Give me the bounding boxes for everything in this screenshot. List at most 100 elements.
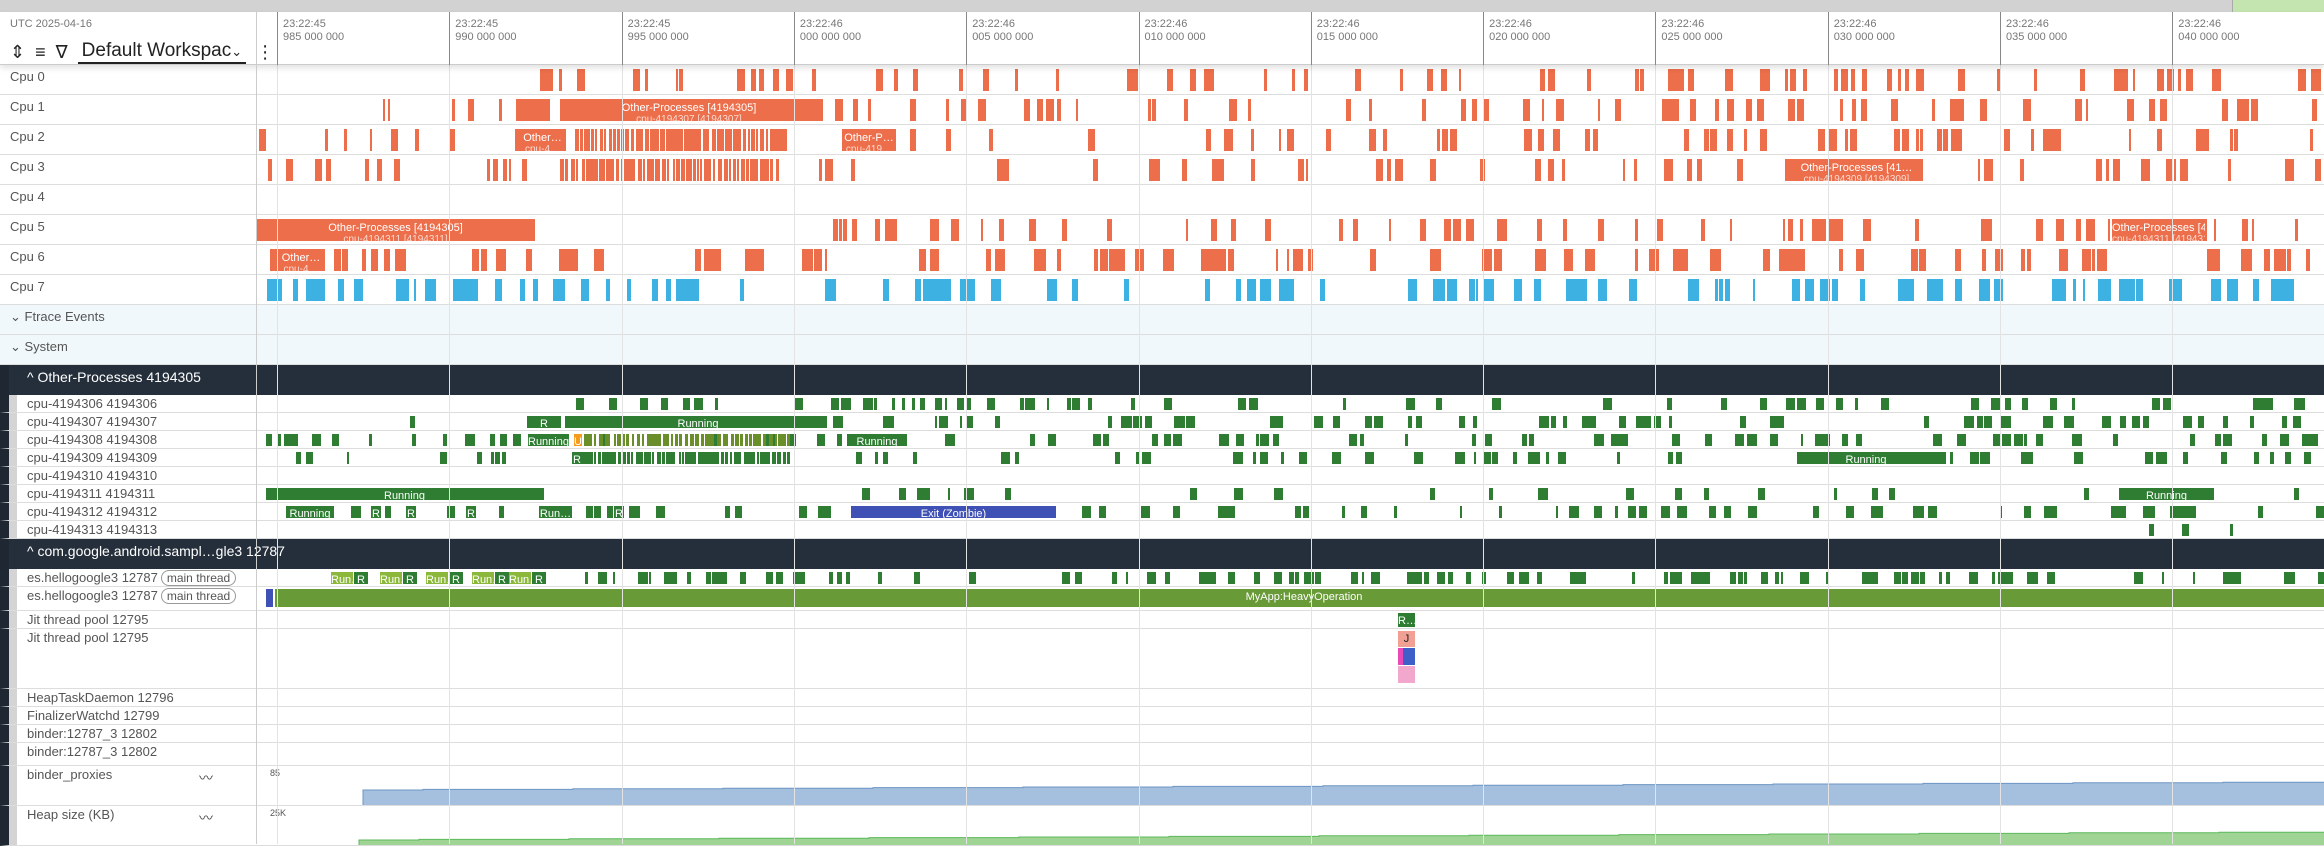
slice[interactable] <box>1273 434 1279 446</box>
slice[interactable] <box>942 279 951 301</box>
slice[interactable] <box>588 434 592 446</box>
slice[interactable] <box>2316 506 2324 518</box>
slice[interactable] <box>616 159 619 181</box>
slice[interactable] <box>670 572 678 584</box>
slice[interactable] <box>2106 159 2109 181</box>
slice[interactable] <box>757 452 759 464</box>
slice[interactable] <box>717 434 721 446</box>
slice[interactable] <box>1370 249 1377 271</box>
slice[interactable] <box>1141 506 1151 518</box>
slice[interactable] <box>594 506 600 518</box>
slice[interactable] <box>679 69 683 91</box>
slice[interactable] <box>1082 506 1091 518</box>
slice[interactable] <box>1562 159 1565 181</box>
slice[interactable] <box>1579 572 1584 584</box>
slice[interactable] <box>679 434 681 446</box>
slice[interactable] <box>2162 69 2164 91</box>
slice[interactable] <box>948 488 950 500</box>
slice[interactable] <box>740 572 746 584</box>
slice[interactable] <box>631 129 634 151</box>
slice[interactable] <box>2264 249 2270 271</box>
slice[interactable] <box>1950 452 1953 464</box>
slice[interactable] <box>400 279 409 301</box>
track-content[interactable] <box>257 335 2324 364</box>
slice[interactable] <box>1142 452 1151 464</box>
slice[interactable] <box>1115 452 1119 464</box>
slice[interactable] <box>2046 129 2053 151</box>
slice[interactable] <box>495 452 500 464</box>
slice[interactable] <box>613 129 615 151</box>
slice[interactable] <box>914 572 920 584</box>
slice[interactable] <box>685 434 688 446</box>
slice[interactable] <box>591 159 593 181</box>
slice[interactable] <box>595 129 597 151</box>
slice[interactable] <box>1846 506 1853 518</box>
slice[interactable] <box>1916 129 1919 151</box>
slice[interactable] <box>1332 452 1341 464</box>
slice[interactable] <box>2271 452 2274 464</box>
slice[interactable] <box>731 434 734 446</box>
slice[interactable] <box>751 129 754 151</box>
slice[interactable] <box>338 279 344 301</box>
slice[interactable] <box>1112 572 1117 584</box>
slice[interactable] <box>609 398 612 410</box>
slice[interactable] <box>666 434 669 446</box>
slice[interactable] <box>2196 129 2201 151</box>
slice[interactable] <box>1236 279 1241 301</box>
slice[interactable] <box>1540 69 1545 91</box>
slice[interactable] <box>851 159 855 181</box>
slice[interactable] <box>987 398 994 410</box>
slice[interactable] <box>1548 159 1555 181</box>
slice[interactable] <box>1400 69 1403 91</box>
slice[interactable] <box>2149 99 2155 121</box>
slice[interactable] <box>1615 506 1618 518</box>
slice[interactable] <box>1977 416 1983 428</box>
slice[interactable] <box>1234 488 1242 500</box>
slice[interactable] <box>1430 159 1436 181</box>
track-content[interactable]: 25K <box>266 806 2324 845</box>
slice[interactable] <box>2284 572 2292 584</box>
slice[interactable] <box>1556 99 1564 121</box>
slice[interactable] <box>2221 452 2226 464</box>
track-content[interactable]: R… <box>266 611 2324 628</box>
slice[interactable] <box>706 572 711 584</box>
slice[interactable] <box>1970 452 1979 464</box>
slice[interactable] <box>1424 572 1429 584</box>
slice[interactable] <box>362 249 366 271</box>
slice[interactable] <box>1800 572 1809 584</box>
slice[interactable] <box>1260 279 1271 301</box>
slice[interactable] <box>1788 99 1795 121</box>
slice[interactable] <box>1563 219 1567 241</box>
slice[interactable] <box>500 434 507 446</box>
slice[interactable] <box>883 452 889 464</box>
slice[interactable] <box>1785 69 1787 91</box>
slice[interactable]: Exit (Zombie) <box>851 506 1056 518</box>
slice[interactable] <box>1231 219 1236 241</box>
slice[interactable] <box>997 159 1005 181</box>
track-content[interactable]: 85 <box>266 766 2324 805</box>
slice[interactable] <box>2306 249 2311 271</box>
slice[interactable] <box>2187 69 2193 91</box>
slice[interactable] <box>863 398 873 410</box>
slice[interactable] <box>1476 279 1478 301</box>
slice[interactable] <box>773 69 779 91</box>
slice[interactable] <box>1100 249 1108 271</box>
slice[interactable] <box>1183 416 1186 428</box>
slice[interactable] <box>2078 99 2082 121</box>
slice[interactable] <box>1939 572 1943 584</box>
slice[interactable] <box>1574 506 1577 518</box>
slice[interactable] <box>2228 159 2230 181</box>
slice[interactable] <box>746 249 753 271</box>
slice[interactable] <box>999 249 1005 271</box>
slice[interactable] <box>2254 452 2259 464</box>
slice[interactable] <box>1231 572 1235 584</box>
slice[interactable] <box>1351 572 1358 584</box>
slice[interactable] <box>705 434 708 446</box>
slice[interactable] <box>652 279 658 301</box>
slice[interactable] <box>770 159 773 181</box>
slice[interactable] <box>1453 219 1461 241</box>
slice[interactable] <box>651 159 654 181</box>
slice[interactable] <box>1747 434 1757 446</box>
